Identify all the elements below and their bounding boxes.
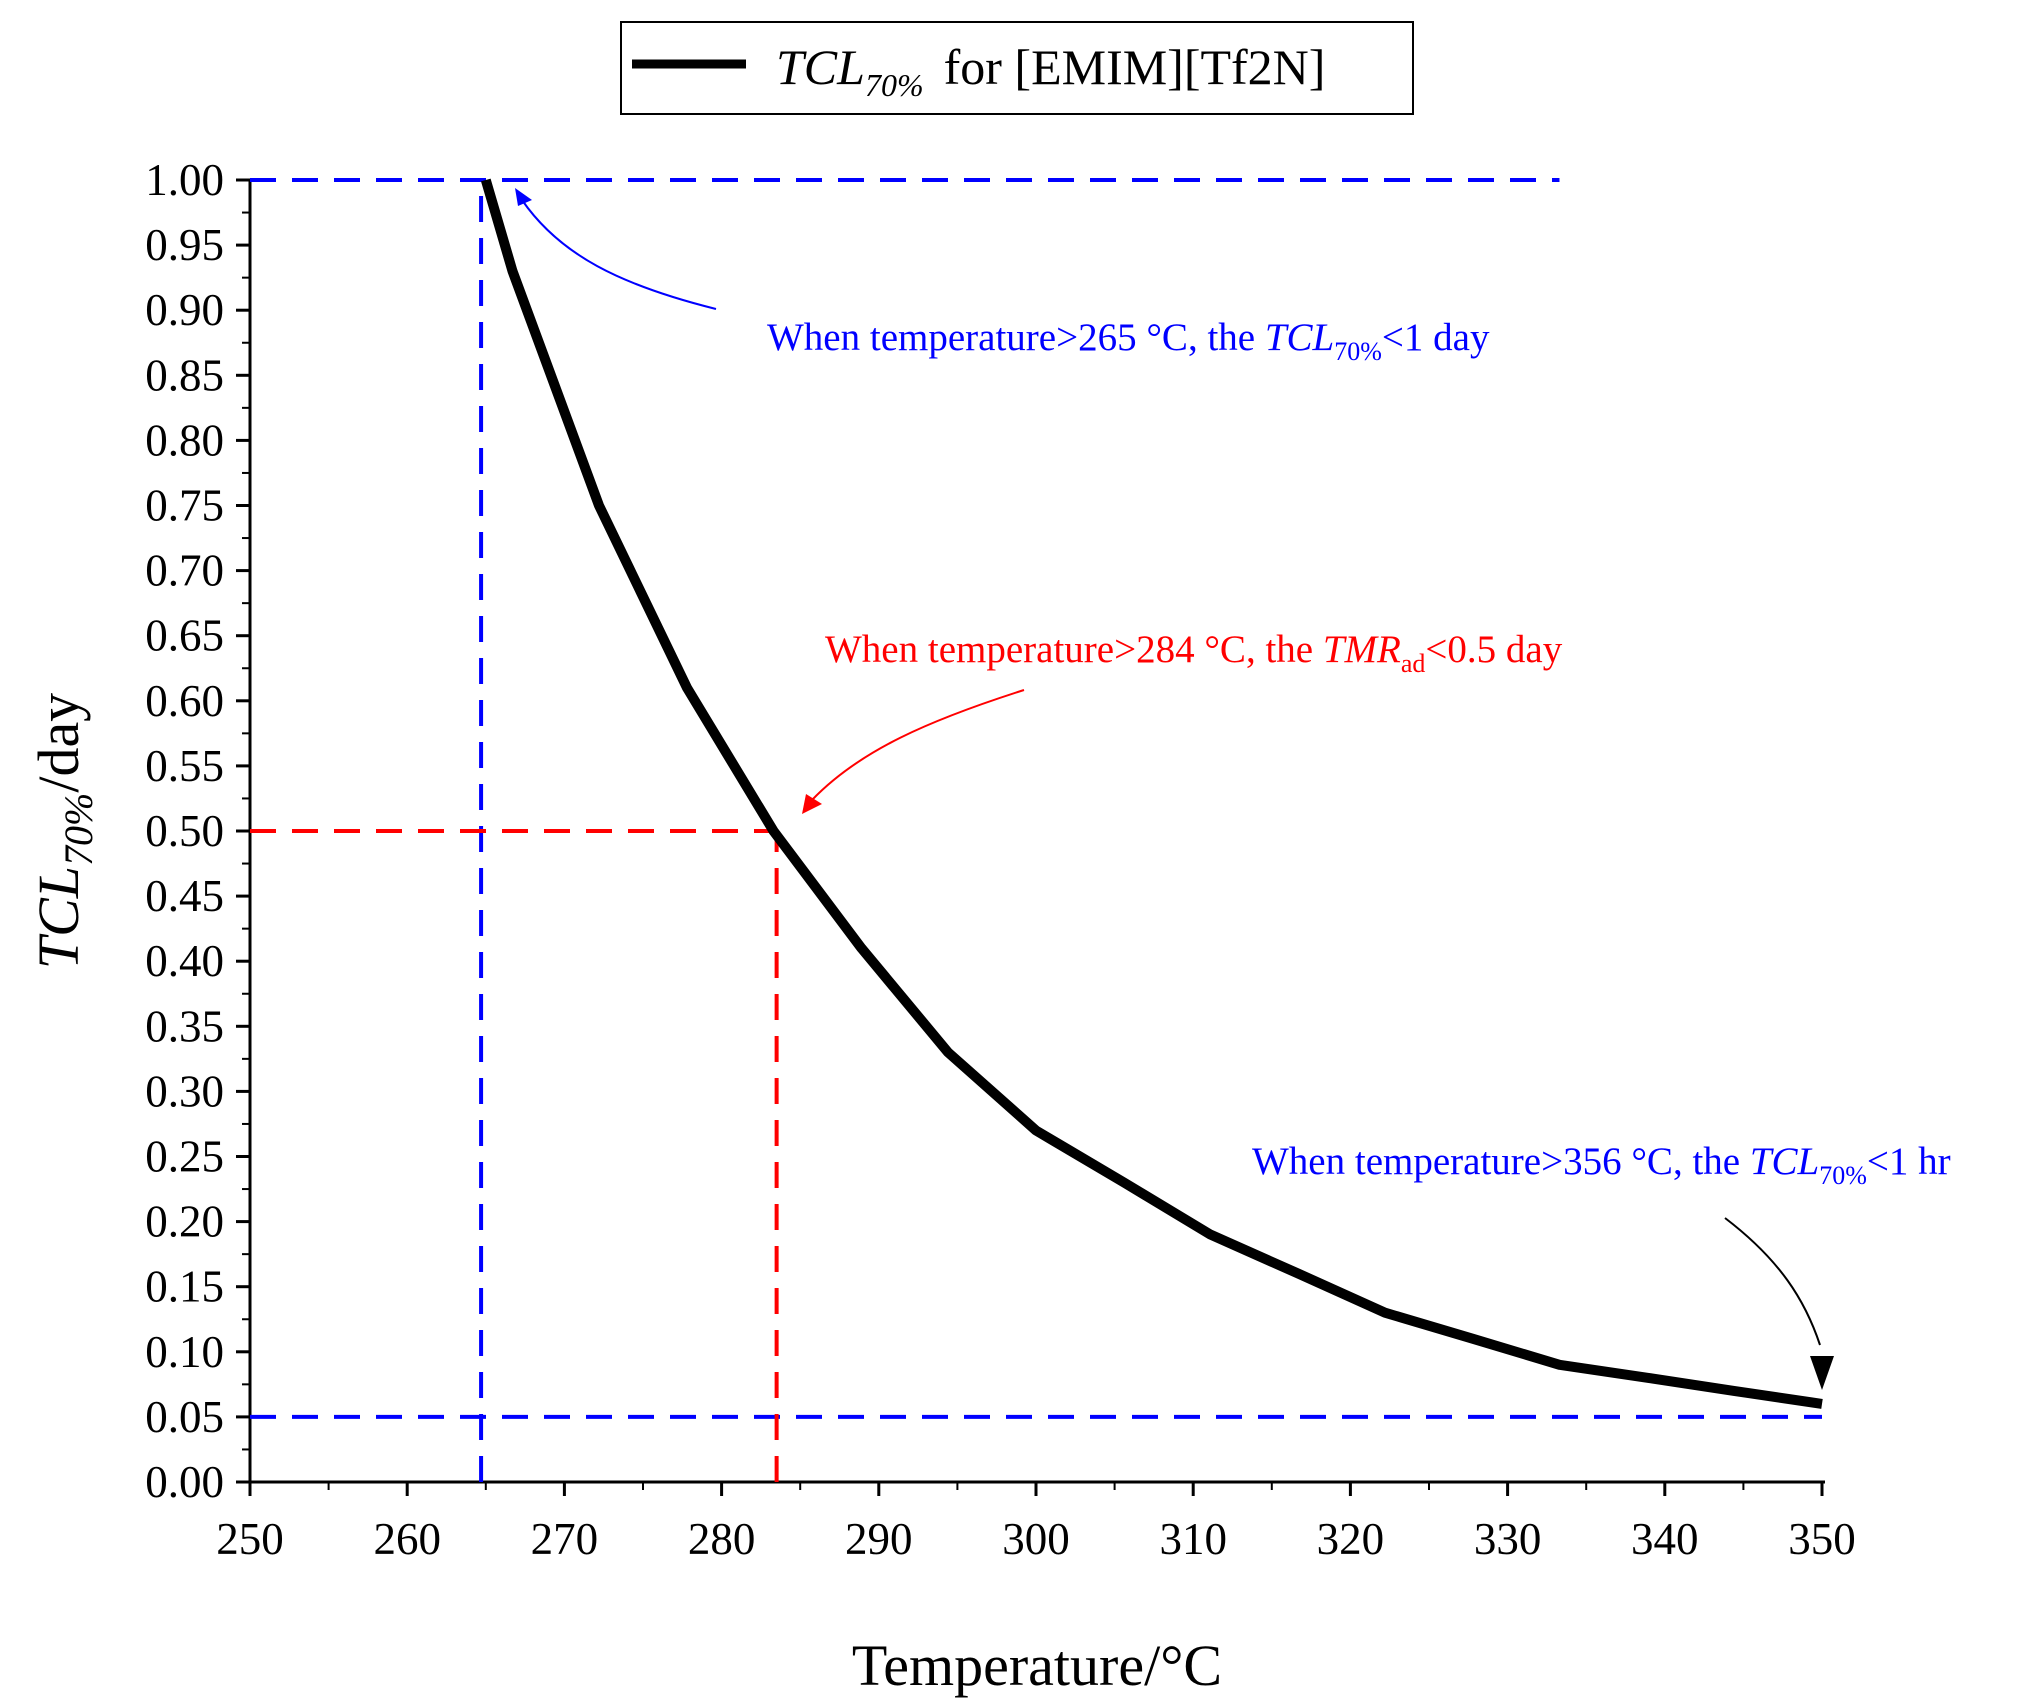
reference-lines — [250, 178, 1822, 1482]
series-group — [481, 178, 1823, 1409]
annotation-356: When temperature>356 °C, the TCL70%<1 hr — [1252, 1140, 1951, 1190]
x-tick-label: 310 — [1159, 1514, 1227, 1564]
y-tick-label: 0.10 — [145, 1327, 224, 1377]
annotation-356-arrow — [1724, 1217, 1821, 1346]
y-tick-label: 0.00 — [145, 1457, 224, 1507]
y-tick-label: 0.85 — [145, 350, 224, 400]
x-tick-label: 290 — [845, 1514, 913, 1564]
y-tick-label: 0.65 — [145, 611, 224, 661]
legend-label: TCL70% for [EMIM][Tf2N] — [776, 39, 1325, 103]
annotation-265: When temperature>265 °C, the TCL70%<1 da… — [767, 316, 1490, 366]
legend: TCL70% for [EMIM][Tf2N] — [620, 21, 1414, 115]
annotation-356-arrowhead — [1810, 1356, 1834, 1390]
y-tick-label: 0.20 — [145, 1197, 224, 1247]
x-tick-label: 250 — [216, 1514, 284, 1564]
annotation-265-arrowhead — [515, 188, 532, 206]
legend-box — [620, 21, 1414, 115]
annotations: When temperature>265 °C, the TCL70%<1 da… — [515, 188, 1951, 1390]
axes — [248, 180, 1825, 1484]
y-tick-label: 0.70 — [145, 546, 224, 596]
y-tick-label: 0.50 — [145, 806, 224, 856]
y-tick-label: 0.15 — [145, 1262, 224, 1312]
y-tick-label: 0.35 — [145, 1001, 224, 1051]
annotation-265-arrow — [521, 199, 717, 310]
x-ticks: 250 260 270 280 290 300 310 320 330 340 350 — [216, 1482, 1856, 1564]
y-tick-label: 0.90 — [145, 285, 224, 335]
y-ticks: 0.00 0.05 0.10 0.15 0.20 0.25 0.30 0.35 0.40 0.45… — [145, 155, 250, 1507]
y-tick-label: 0.45 — [145, 871, 224, 921]
y-tick-label: 0.05 — [145, 1392, 224, 1442]
x-tick-label: 260 — [373, 1514, 441, 1564]
y-tick-label: 0.40 — [145, 936, 224, 986]
annotation-284-arrow — [811, 689, 1025, 801]
y-tick-label: 0.60 — [145, 676, 224, 726]
y-tick-label: 1.00 — [145, 155, 224, 205]
y-axis-title: TCL70%/day — [26, 693, 101, 969]
x-tick-label: 280 — [688, 1514, 756, 1564]
y-tick-label: 0.95 — [145, 220, 224, 270]
x-tick-label: 270 — [531, 1514, 599, 1564]
y-tick-label: 0.55 — [145, 741, 224, 791]
series-line — [481, 178, 1823, 1409]
annotation-284-arrowhead — [802, 794, 822, 814]
y-tick-label: 0.80 — [145, 415, 224, 465]
x-tick-label: 340 — [1631, 1514, 1699, 1564]
x-tick-label: 320 — [1317, 1514, 1385, 1564]
y-tick-label: 0.25 — [145, 1132, 224, 1182]
x-tick-label: 300 — [1002, 1514, 1070, 1564]
y-tick-label: 0.75 — [145, 481, 224, 531]
x-tick-label: 330 — [1474, 1514, 1542, 1564]
annotation-284: When temperature>284 °C, the TMRad<0.5 d… — [825, 628, 1563, 678]
y-tick-label: 0.30 — [145, 1066, 224, 1116]
x-tick-label: 350 — [1788, 1514, 1856, 1564]
x-axis-title: Temperature/°C — [852, 1633, 1222, 1698]
